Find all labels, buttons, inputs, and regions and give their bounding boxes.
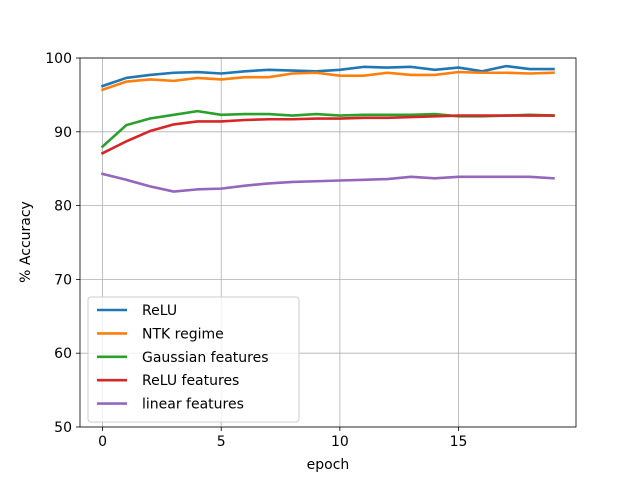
x-tick-label: 15	[450, 434, 468, 450]
legend-label-relu: ReLU	[142, 303, 177, 319]
series-line-relu	[100, 64, 555, 88]
x-axis-label: epoch	[307, 457, 350, 473]
legend-label-ntk-regime: NTK regime	[142, 326, 224, 342]
x-tick-label: 10	[331, 434, 349, 450]
legend-label-linear-features: linear features	[142, 397, 244, 413]
legend-label-relu-features: ReLU features	[142, 373, 239, 389]
y-tick-label: 100	[45, 51, 72, 67]
y-axis-label: % Accuracy	[18, 201, 34, 283]
series-line-ntk-regime	[100, 70, 555, 92]
series-lines	[100, 64, 555, 193]
x-tick-label: 5	[217, 434, 226, 450]
legend-box	[87, 296, 300, 423]
y-tick-label: 80	[54, 199, 72, 215]
axes	[79, 57, 577, 428]
legend-label-gaussian-features: Gaussian features	[142, 350, 269, 366]
y-tick-label: 70	[54, 272, 72, 288]
y-tick-label: 90	[54, 125, 72, 141]
y-tick-label: 60	[54, 346, 72, 362]
series-line-relu-features	[100, 114, 555, 155]
series-line-linear-features	[100, 172, 555, 193]
axes-frame	[79, 57, 577, 428]
y-tick-label: 50	[54, 420, 72, 436]
legend: ReLU NTK regime Gaussian features ReLU feat…	[87, 296, 300, 423]
ticks: 0 5 10 15 50 60 70 80 90 100	[45, 51, 467, 450]
x-tick-label: 0	[98, 434, 107, 450]
